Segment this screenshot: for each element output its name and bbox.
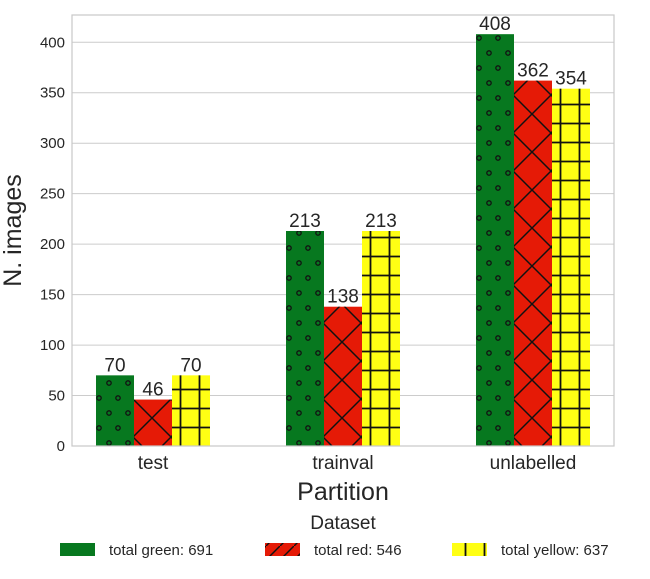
legend-item: total yellow: 637 bbox=[452, 542, 609, 559]
data-label: 70 bbox=[180, 355, 201, 376]
x-axis-title: Partition bbox=[297, 478, 389, 506]
x-tick-label: unlabelled bbox=[490, 453, 577, 474]
legend-title: Dataset bbox=[310, 513, 376, 534]
data-label: 46 bbox=[142, 380, 163, 401]
y-tick-label: 150 bbox=[40, 287, 65, 304]
x-tick-label: trainval bbox=[312, 453, 373, 474]
y-tick-label: 250 bbox=[40, 186, 65, 203]
y-tick-label: 300 bbox=[40, 135, 65, 152]
data-labels: 70 46 70 213 138 213 408 362 354 bbox=[104, 14, 587, 400]
y-tick-label: 350 bbox=[40, 85, 65, 102]
legend: Dataset total green: 691 total red: 546 to… bbox=[60, 513, 609, 559]
legend-label: total red: 546 bbox=[314, 542, 402, 559]
bar bbox=[134, 399, 172, 446]
y-tick-label: 200 bbox=[40, 236, 65, 253]
legend-label: total yellow: 637 bbox=[501, 542, 609, 559]
bar bbox=[172, 375, 210, 446]
y-tick-label: 0 bbox=[57, 438, 65, 455]
legend-swatch bbox=[60, 543, 95, 556]
bar bbox=[96, 375, 134, 446]
legend-item: total red: 546 bbox=[265, 542, 402, 559]
bars bbox=[96, 34, 590, 447]
y-tick-label: 50 bbox=[48, 388, 65, 405]
x-tick-label: test bbox=[138, 453, 169, 474]
bar bbox=[552, 88, 590, 446]
data-label: 213 bbox=[365, 211, 397, 232]
data-label: 362 bbox=[517, 61, 549, 82]
data-label: 213 bbox=[289, 211, 321, 232]
x-tick-labels: test trainval unlabelled bbox=[138, 453, 577, 474]
y-tick-label: 100 bbox=[40, 337, 65, 354]
y-tick-label: 400 bbox=[40, 34, 65, 51]
gridlines bbox=[72, 41, 614, 447]
y-axis-title: N. images bbox=[0, 174, 27, 287]
y-tick-labels: 0 50 100 150 200 250 300 350 400 bbox=[40, 34, 65, 455]
data-label: 354 bbox=[555, 69, 587, 90]
bar bbox=[286, 231, 324, 446]
bar bbox=[476, 34, 514, 447]
bar bbox=[324, 306, 362, 446]
bar bbox=[514, 80, 552, 447]
legend-label: total green: 691 bbox=[109, 542, 213, 559]
plot-frame bbox=[71, 14, 615, 447]
bar bbox=[362, 231, 400, 446]
legend-item: total green: 691 bbox=[60, 542, 213, 559]
data-label: 70 bbox=[104, 355, 125, 376]
data-label: 408 bbox=[479, 14, 511, 35]
data-label: 138 bbox=[327, 287, 359, 308]
